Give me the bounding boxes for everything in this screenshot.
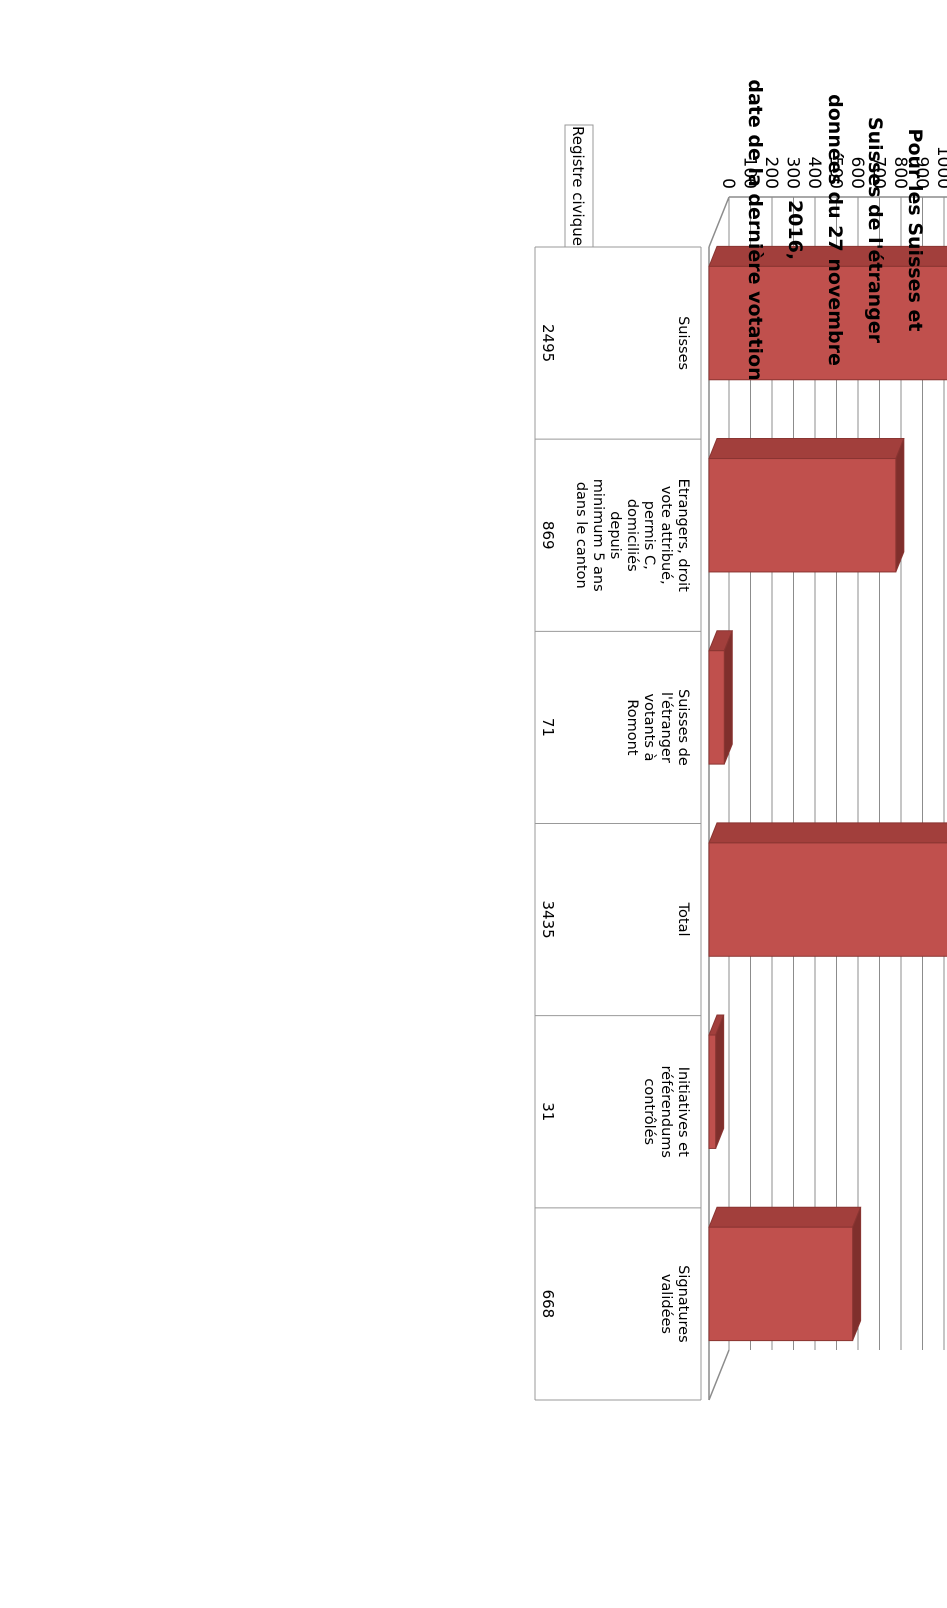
- chart-plot-area: Registre civique Suisses 2495 Etrangers, dr…: [534, 79, 947, 1401]
- data-table: Registre civique Suisses 2495 Etrangers, dr…: [534, 124, 702, 1401]
- gridlines: [728, 197, 945, 1350]
- value-label: 31: [539, 1102, 557, 1121]
- bar-side: [708, 822, 947, 844]
- floor-left-edge: [708, 196, 730, 248]
- y-axis-title-line: Suisses de l'étranger: [864, 117, 886, 344]
- category-label: Initiatives et: [675, 1067, 691, 1157]
- category-label: Total: [675, 902, 691, 937]
- y-tick-label: 700: [869, 157, 889, 189]
- bar: [708, 650, 725, 765]
- value-label: 668: [539, 1290, 557, 1319]
- series-name-cell: [564, 124, 594, 248]
- value-label: 71: [539, 718, 557, 737]
- axis-frame: [708, 196, 947, 1401]
- category-label: permis C,: [641, 501, 657, 570]
- bar-top: [723, 630, 733, 765]
- value-label: 3435: [539, 900, 557, 938]
- category-label: minimum 5 ans: [590, 479, 606, 592]
- bar: [708, 1034, 717, 1149]
- series-name-label: Registre civique: [569, 126, 587, 246]
- category-label: vote attribué,: [658, 486, 674, 585]
- y-tick-label: 1000: [933, 146, 947, 189]
- y-tick-label: 500: [826, 157, 846, 189]
- bar-top: [895, 438, 905, 573]
- y-tick-label: 300: [783, 157, 803, 189]
- floor-right-edge: [708, 1349, 730, 1401]
- bar: [708, 842, 947, 957]
- category-label: Suisses: [675, 316, 691, 370]
- value-label: 869: [539, 521, 557, 550]
- y-tick-label: 0: [718, 178, 738, 189]
- y-tick-label: 400: [804, 157, 824, 189]
- bar-top: [715, 1014, 725, 1149]
- bar-side: [708, 438, 905, 460]
- category-label: contrôlés: [641, 1078, 657, 1145]
- category-label: votants à: [641, 693, 657, 761]
- bar-side: [708, 1206, 862, 1228]
- category-label: Suisses de: [675, 689, 691, 766]
- bars: [708, 245, 947, 1342]
- y-tick-label: 800: [890, 157, 910, 189]
- category-label: domiciliés: [624, 499, 640, 572]
- y-axis-ticks: 0100200300400500600700800900100011001200…: [718, 146, 947, 189]
- y-tick-label: 900: [912, 157, 932, 189]
- category-label: depuis: [607, 511, 623, 559]
- value-label: 2495: [539, 324, 557, 362]
- category-label: référendums: [658, 1066, 674, 1158]
- category-label: dans le canton: [573, 482, 589, 589]
- category-label: Etrangers, droit: [675, 479, 691, 592]
- bar: [708, 1226, 854, 1342]
- y-axis-title: Pour les Suisses et Suisses de l'étranger…: [744, 79, 926, 380]
- category-label: Romont: [624, 699, 640, 755]
- y-axis-title-line: 2016,: [784, 200, 806, 260]
- category-label: l'étranger: [658, 692, 674, 763]
- y-axis-title-line: date de la dernière votation: [744, 79, 766, 380]
- bar-side: [708, 245, 947, 267]
- y-tick-label: 100: [740, 157, 760, 189]
- bar: [708, 265, 947, 381]
- category-label: validées: [658, 1274, 674, 1334]
- bar: [708, 458, 897, 573]
- y-tick-label: 600: [847, 157, 867, 189]
- y-axis-title-line: Pour les Suisses et: [904, 129, 926, 332]
- bar-top: [852, 1207, 862, 1341]
- y-tick-label: 200: [761, 157, 781, 189]
- y-axis-title-line: données du 27 novembre: [824, 94, 846, 366]
- category-label: Signatures: [675, 1265, 691, 1343]
